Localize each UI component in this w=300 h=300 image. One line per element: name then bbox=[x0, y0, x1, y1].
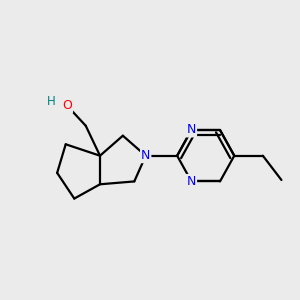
Text: N: N bbox=[187, 175, 196, 188]
Text: N: N bbox=[141, 149, 150, 162]
Text: N: N bbox=[187, 124, 196, 136]
Text: O: O bbox=[62, 99, 72, 112]
Text: H: H bbox=[47, 95, 56, 108]
